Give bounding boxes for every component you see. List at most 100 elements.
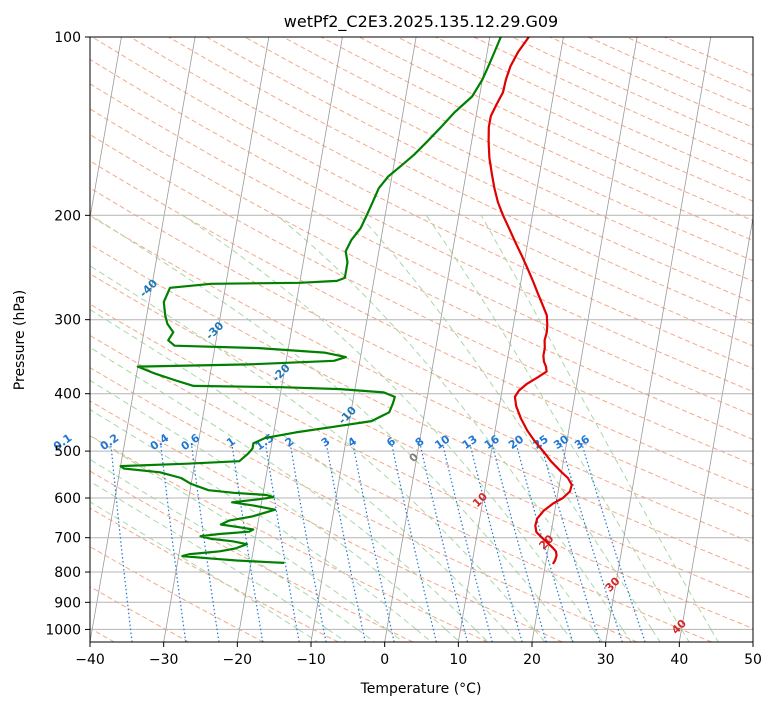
x-tick-label: −10 — [296, 652, 326, 668]
moist-adiabat — [90, 265, 546, 642]
mixing-ratio-label: 10 — [432, 432, 452, 452]
y-tick-label: 300 — [54, 313, 81, 329]
mixing-ratio-label: 6 — [384, 435, 398, 450]
dry-adiabat — [90, 160, 753, 491]
mixing-ratio-label: 20 — [506, 432, 526, 452]
dry-adiabat — [90, 434, 488, 642]
x-tick-label: 40 — [670, 652, 688, 668]
isotherm-label: 10 — [470, 490, 490, 510]
dry-adiabat — [90, 108, 753, 440]
mixing-ratio-line — [391, 445, 437, 642]
profile-line — [487, 37, 573, 565]
x-tick-label: 0 — [380, 652, 389, 668]
dry-adiabat — [90, 243, 753, 572]
dry-adiabat — [90, 215, 753, 544]
moist-adiabat — [276, 214, 632, 642]
mixing-ratio-line — [516, 445, 574, 642]
dry-adiabat — [90, 134, 753, 465]
dry-adiabat — [435, 37, 753, 183]
mixing-ratio-label: 30 — [551, 432, 571, 452]
y-tick-label: 900 — [54, 595, 81, 611]
dry-adiabat — [90, 400, 563, 642]
mixing-ratio-label: 1 — [224, 435, 238, 450]
mixing-ratio-line — [265, 445, 300, 642]
mixing-ratio-line — [420, 445, 469, 642]
isotherm — [310, 37, 417, 642]
mixing-ratio-label: 16 — [482, 432, 502, 452]
y-tick-label: 800 — [54, 565, 81, 581]
dry-adiabat — [549, 37, 753, 128]
moist-adiabat — [90, 214, 575, 642]
mixing-ratio-label: 36 — [572, 432, 592, 452]
mixing-ratio-label: 8 — [413, 435, 427, 450]
mixing-ratio-line — [492, 445, 547, 642]
dry-adiabat — [90, 546, 264, 642]
isotherm — [236, 37, 343, 642]
dry-adiabat — [587, 37, 753, 111]
mixing-ratio-labels: 0.1 0.2 0.4 0.6 1 1.5 2 3 4 6 8 10 13 16 20 25 30 36 — [51, 431, 592, 453]
y-tick-label: 600 — [54, 491, 81, 507]
mixing-ratio-label: 13 — [460, 433, 480, 452]
background-lines — [90, 37, 753, 642]
mixing-ratio-line — [191, 445, 220, 642]
dry-adiabat — [130, 37, 753, 347]
mixing-ratio-line — [561, 445, 623, 642]
y-tick-label: 100 — [54, 30, 81, 46]
mixing-ratio-label: 0.2 — [98, 431, 121, 453]
mixing-ratio-line — [442, 445, 493, 642]
isotherm — [752, 639, 753, 642]
dry-adiabat — [282, 37, 753, 262]
mixing-ratio-line — [290, 445, 327, 642]
dry-adiabat — [91, 37, 753, 370]
moist-adiabat — [182, 214, 603, 642]
y-axis-label: Pressure (hPa) — [12, 290, 28, 390]
x-tick-label: 10 — [449, 652, 467, 668]
dry-adiabat — [473, 37, 753, 165]
isotherm — [384, 37, 491, 642]
mixing-ratio-line — [352, 445, 395, 642]
mixing-ratio-line — [540, 445, 601, 642]
mixing-ratio-line — [160, 445, 187, 642]
plot-frame — [89, 36, 754, 643]
profiles — [119, 37, 573, 565]
dry-adiabat — [511, 37, 753, 146]
isotherm — [163, 37, 270, 642]
isotherm-label: 0 — [407, 450, 422, 465]
isotherm — [531, 37, 638, 642]
dry-adiabat — [90, 273, 753, 600]
y-tick-label: 1000 — [45, 622, 81, 638]
dry-adiabat — [397, 37, 753, 202]
y-tick-label: 400 — [54, 387, 81, 403]
isotherm — [605, 37, 712, 642]
isotherm — [457, 37, 564, 642]
chart-title: wetPf2_C2E3.2025.135.12.29.G09 — [284, 12, 558, 32]
moist-adiabat — [90, 501, 319, 642]
x-tick-label: −30 — [149, 652, 179, 668]
dry-adiabat — [90, 334, 712, 642]
dry-adiabat — [90, 585, 190, 642]
y-tick-label: 200 — [54, 208, 81, 224]
x-tick-label: 20 — [523, 652, 541, 668]
moist-adiabat — [425, 215, 690, 642]
mixing-ratio-line — [581, 445, 646, 642]
dry-adiabat — [90, 83, 753, 416]
y-axis-ticks: 100 200 300 400 500 600 700 800 900 1000 — [45, 30, 90, 638]
x-axis-ticks: −40 −30 −20 −10 0 10 20 30 40 50 — [75, 642, 762, 668]
dry-adiabat — [90, 367, 638, 642]
dry-adiabat — [90, 507, 339, 642]
dry-adiabat — [206, 37, 753, 303]
x-tick-label: −40 — [75, 652, 105, 668]
mixing-ratio-line — [469, 445, 523, 642]
isotherm — [90, 37, 122, 221]
isotherm — [90, 37, 196, 642]
dry-adiabat — [168, 37, 753, 325]
mixing-ratio-label: 0.6 — [179, 431, 203, 453]
isotherm — [678, 215, 753, 642]
isotherm-label: -40 — [137, 277, 160, 300]
isotherm-label: -20 — [270, 361, 293, 384]
y-tick-label: 500 — [54, 444, 81, 460]
isotherm-label: -30 — [203, 319, 226, 342]
isotherm-label: 40 — [669, 617, 689, 637]
dry-adiabat — [90, 303, 753, 630]
